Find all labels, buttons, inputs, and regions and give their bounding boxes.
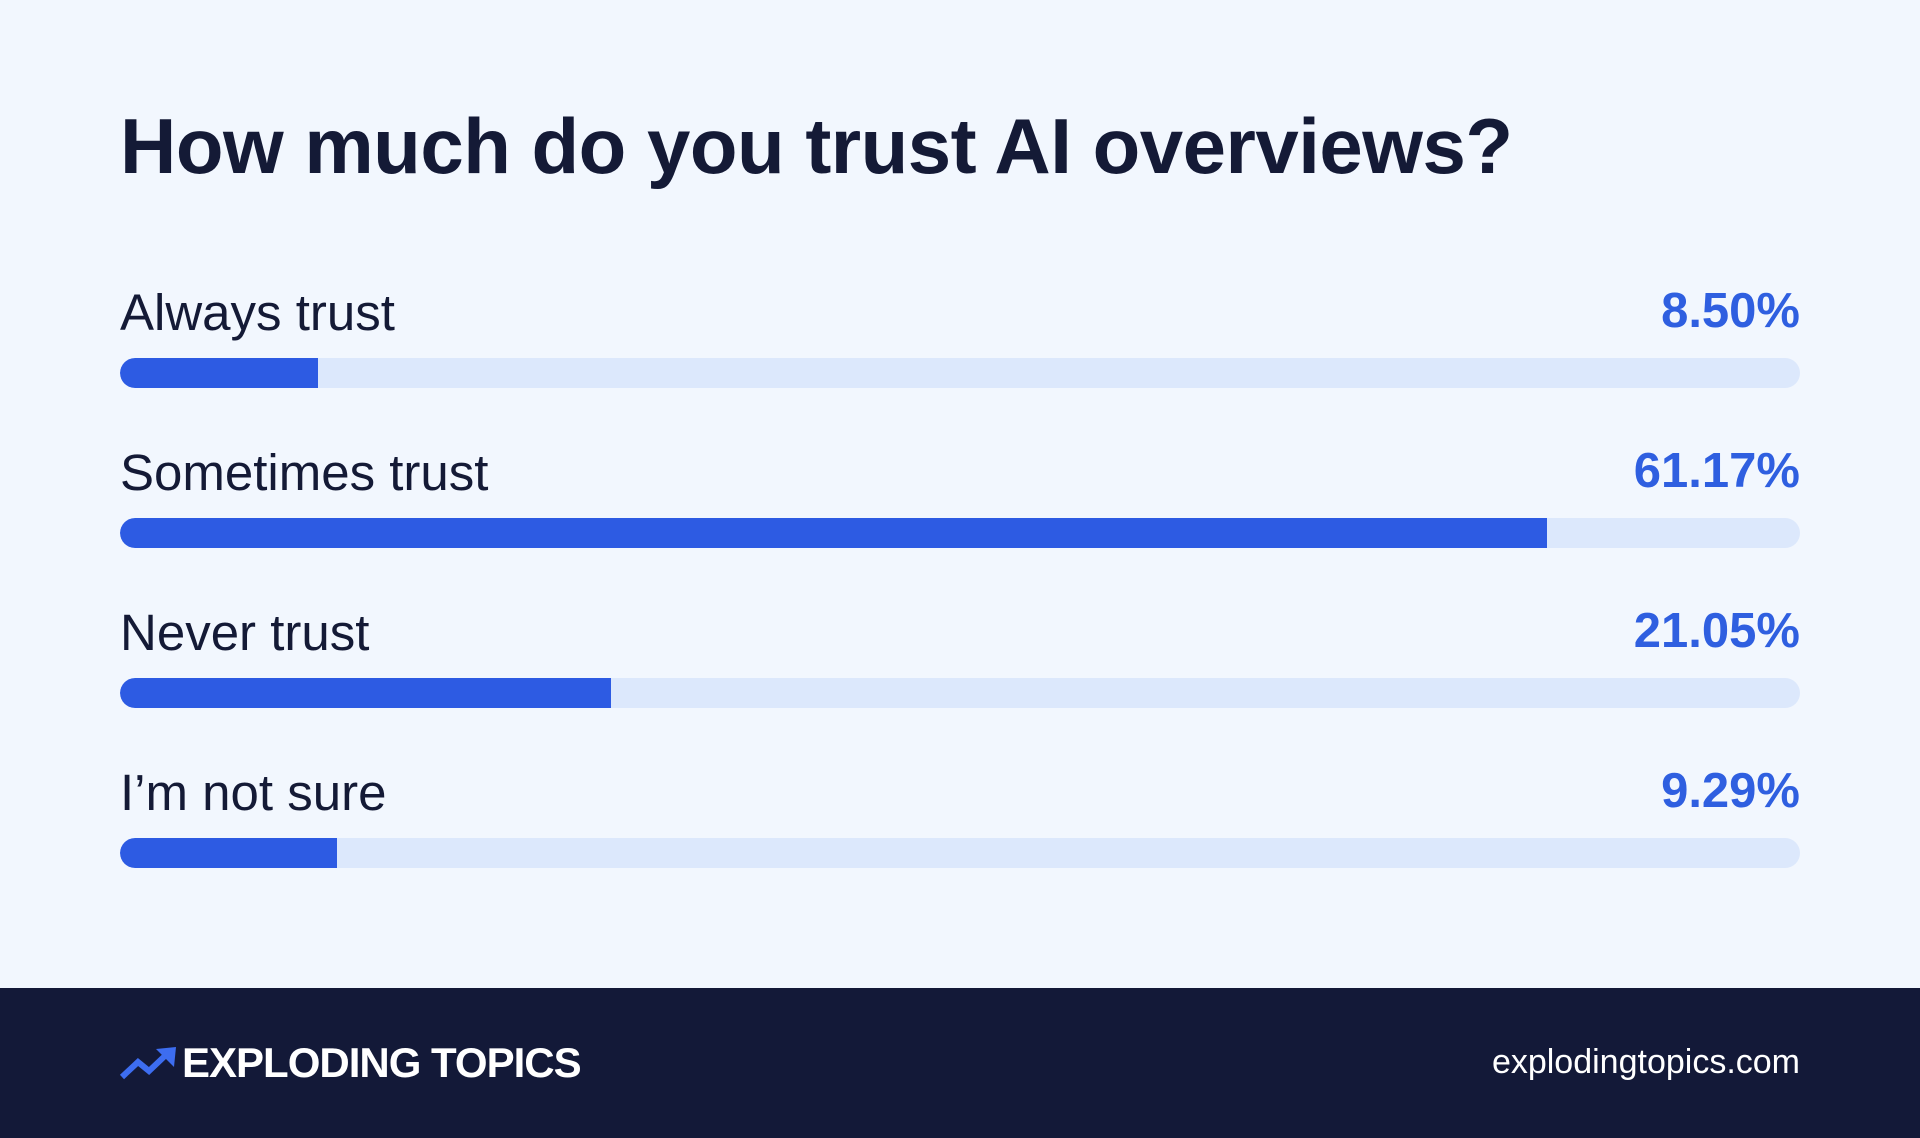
- bar: [120, 678, 611, 708]
- bar-track: [120, 518, 1800, 548]
- brand-logo[interactable]: EXPLODING TOPICS: [120, 1037, 582, 1089]
- chart-title: How much do you trust AI overviews?: [120, 102, 1513, 190]
- bar-track: [120, 358, 1800, 388]
- value-label: 9.29%: [1661, 764, 1800, 818]
- bar-row: I’m not sure 9.29%: [120, 758, 1800, 918]
- category-label: Never trust: [120, 604, 370, 661]
- category-label: I’m not sure: [120, 764, 387, 821]
- bar-track: [120, 678, 1800, 708]
- bar: [120, 838, 337, 868]
- value-label: 61.17%: [1633, 444, 1800, 498]
- value-label: 8.50%: [1661, 284, 1800, 338]
- site-url-link[interactable]: explodingtopics.com: [1491, 1043, 1800, 1081]
- bar-list: Always trust 8.50% Sometimes trust 61.17…: [120, 278, 1800, 918]
- bar-track: [120, 838, 1800, 868]
- bar-row: Sometimes trust 61.17%: [120, 438, 1800, 598]
- bar: [120, 358, 318, 388]
- bar: [120, 518, 1547, 548]
- footer: EXPLODING TOPICS explodingtopics.com: [0, 988, 1920, 1138]
- trend-arrow-icon: [120, 1047, 176, 1080]
- category-label: Always trust: [120, 284, 395, 341]
- bar-row: Always trust 8.50%: [120, 278, 1800, 438]
- brand-name: EXPLODING TOPICS: [182, 1039, 582, 1086]
- category-label: Sometimes trust: [120, 444, 489, 501]
- bar-row: Never trust 21.05%: [120, 598, 1800, 758]
- chart-area: How much do you trust AI overviews? Alwa…: [120, 102, 1800, 918]
- value-label: 21.05%: [1633, 604, 1800, 658]
